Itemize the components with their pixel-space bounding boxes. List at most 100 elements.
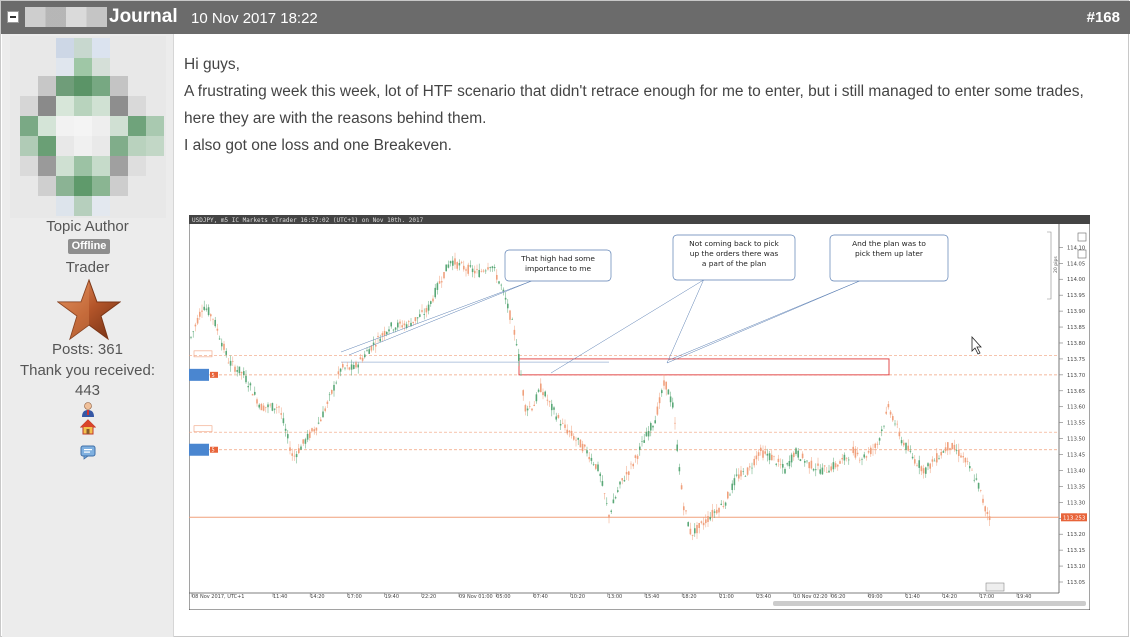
candle-body	[456, 262, 458, 269]
candle-body	[315, 427, 318, 431]
candle-body	[667, 389, 670, 395]
chart-scrollbar[interactable]	[773, 601, 1086, 606]
chart-navigator-icon	[985, 582, 1005, 592]
chart-image[interactable]: USDJPY, m5 IC Markets cTrader 16:57:02 (…	[189, 215, 1090, 610]
candle-body	[742, 471, 744, 472]
x-tick-label: 21:00	[719, 594, 733, 600]
callout-pointer	[550, 279, 704, 374]
candle-body	[658, 397, 661, 404]
candle-body	[700, 521, 703, 523]
candle-body	[727, 491, 729, 499]
candle-body	[570, 430, 573, 436]
candle-body	[423, 314, 425, 315]
candle-body	[313, 429, 315, 432]
candle-body	[287, 434, 289, 439]
callout-box	[504, 249, 612, 282]
candle-body	[445, 264, 447, 272]
candle-body	[698, 523, 700, 528]
post-number[interactable]: #168	[1086, 9, 1120, 26]
candle-body	[669, 396, 672, 403]
candle-body	[832, 462, 835, 470]
candle-body	[942, 451, 945, 453]
candle-body	[353, 364, 355, 369]
collapse-icon[interactable]	[7, 11, 19, 23]
candle-body	[370, 345, 373, 351]
candle-body	[491, 266, 494, 269]
candle-body	[366, 350, 368, 352]
candle-body	[590, 457, 593, 461]
candle-body	[964, 457, 967, 463]
candle-body	[218, 338, 221, 340]
candle-body	[841, 457, 843, 460]
candle-body	[260, 403, 263, 411]
candle-body	[834, 463, 837, 468]
candle-body	[729, 494, 731, 496]
candle-body	[601, 481, 604, 486]
candle-body	[291, 453, 293, 456]
candle-body	[449, 261, 452, 264]
callout-box	[672, 234, 796, 281]
candle-body	[227, 362, 230, 364]
order-pending-tag	[193, 425, 213, 433]
callout-pointer	[348, 280, 532, 356]
candle-body	[606, 503, 608, 504]
candle-body	[190, 336, 192, 338]
candle-body	[588, 456, 590, 460]
candle-body	[944, 447, 947, 452]
candle-body	[889, 411, 892, 415]
x-tick-label: 09 Nov 01:00	[459, 594, 493, 600]
candle-body	[916, 465, 918, 466]
candle-body	[898, 431, 901, 437]
avatar[interactable]	[10, 36, 166, 218]
candle-body	[438, 281, 441, 284]
candle-body	[196, 317, 199, 324]
candle-body	[685, 510, 687, 512]
candle-body	[509, 310, 511, 320]
x-tick-label: 23:40	[757, 594, 771, 600]
candle-body	[306, 433, 309, 440]
candle-body	[773, 455, 775, 457]
candle-body	[663, 380, 665, 386]
candle-body	[775, 463, 777, 465]
user-icon[interactable]	[80, 401, 96, 417]
y-tick-label: 114.00	[1067, 277, 1085, 283]
candle-body	[839, 461, 841, 464]
candle-body	[579, 439, 582, 448]
candle-body	[434, 287, 436, 298]
y-tick-label: 113.60	[1067, 405, 1085, 411]
author-name-blurred	[25, 7, 107, 27]
candle-body	[276, 407, 278, 408]
candle-body	[705, 519, 707, 524]
candle-body	[522, 390, 524, 396]
candle-body	[410, 322, 412, 327]
candle-body	[647, 430, 650, 437]
candle-body	[661, 390, 663, 394]
candle-body	[284, 428, 287, 431]
candle-body	[826, 471, 828, 473]
candle-body	[364, 354, 366, 358]
candle-body	[612, 499, 615, 504]
candle-body	[322, 411, 324, 418]
post-line: A frustrating week this week, lot of HTF…	[184, 83, 1084, 127]
candle-body	[817, 463, 819, 466]
candle-body	[619, 481, 621, 485]
y-tick-label: 113.55	[1067, 421, 1085, 427]
candle-body	[784, 469, 786, 474]
candle-body	[801, 453, 804, 459]
callout-pointer	[668, 280, 860, 361]
candle-body	[696, 524, 698, 534]
home-icon[interactable]	[80, 419, 96, 435]
candle-body	[837, 464, 839, 467]
candle-body	[711, 509, 714, 517]
candle-body	[938, 458, 940, 459]
callout-pointer	[340, 280, 532, 353]
rank-star-icon	[57, 279, 121, 341]
candle-body	[597, 464, 599, 472]
candle-body	[584, 444, 586, 447]
author-name[interactable]: Journal	[109, 6, 178, 27]
x-tick-label: 06:20	[831, 594, 845, 600]
candle-body	[377, 335, 379, 337]
message-icon[interactable]	[80, 444, 96, 460]
candle-body	[320, 419, 322, 422]
candle-body	[482, 270, 485, 272]
